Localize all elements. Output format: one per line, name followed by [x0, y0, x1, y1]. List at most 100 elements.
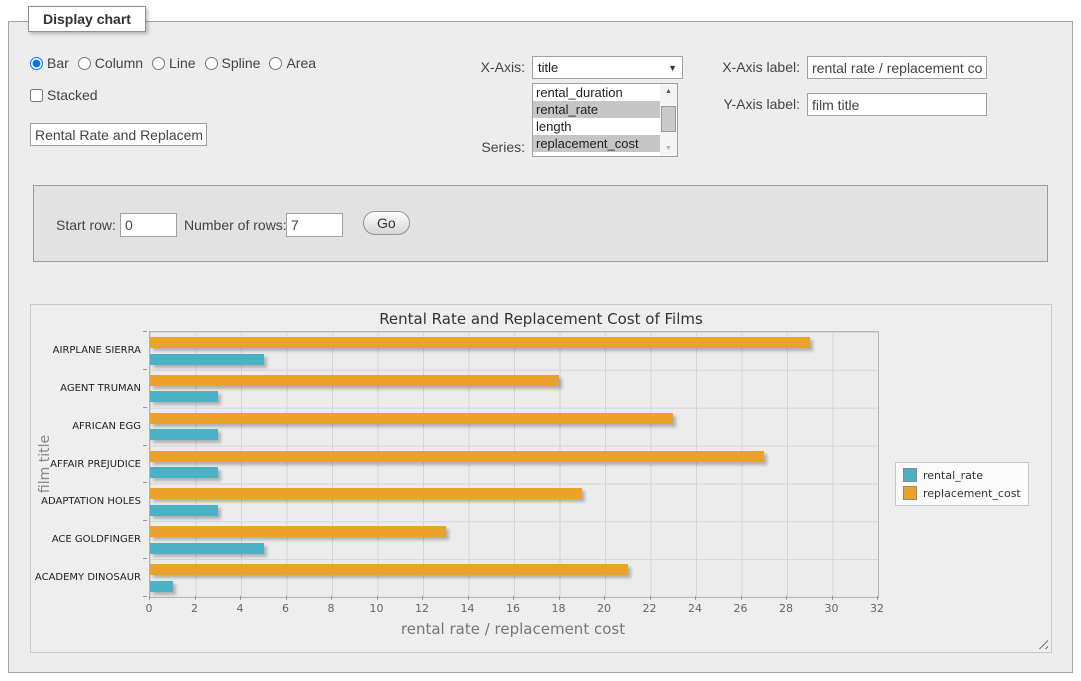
- x-axis-tick-label: 20: [589, 602, 619, 615]
- scroll-down-icon[interactable]: ▼: [660, 141, 677, 156]
- x-tick-mark: [331, 596, 332, 600]
- x-axis-select[interactable]: title ▼: [532, 56, 683, 79]
- legend-label: rental_rate: [923, 469, 983, 482]
- x-tick-mark: [604, 596, 605, 600]
- y-axis-category-label: ACADEMY DINOSAUR: [31, 571, 141, 585]
- replacement_cost-bar: [150, 564, 628, 575]
- rental_rate-bar: [150, 429, 218, 440]
- radio-area-input[interactable]: [269, 57, 282, 70]
- x-tick-mark: [877, 596, 878, 600]
- y-axis-title: film title: [37, 424, 53, 504]
- x-axis-selected-value: title: [538, 60, 558, 75]
- x-tick-mark: [195, 596, 196, 600]
- x-axis-tick-label: 2: [180, 602, 210, 615]
- x-axis-tick-label: 28: [771, 602, 801, 615]
- rental_rate-bar: [150, 543, 264, 554]
- x-axis-select-label: X-Axis:: [430, 59, 525, 75]
- x-axis-label-field-label: X-Axis label:: [700, 59, 800, 75]
- legend-swatch: [903, 468, 917, 482]
- radio-line: Line: [152, 55, 195, 71]
- x-axis-tick-label: 26: [726, 602, 756, 615]
- chart-title-input[interactable]: [30, 123, 207, 146]
- series-option-rental_duration[interactable]: rental_duration: [533, 84, 663, 101]
- x-axis-tick-label: 14: [453, 602, 483, 615]
- radio-column-input[interactable]: [78, 57, 91, 70]
- x-axis-tick-label: 18: [544, 602, 574, 615]
- x-tick-mark: [468, 596, 469, 600]
- legend-swatch: [903, 486, 917, 500]
- y-tick-mark: [143, 520, 147, 521]
- y-tick-mark: [143, 558, 147, 559]
- series-option-length[interactable]: length: [533, 118, 663, 135]
- x-axis-tick-label: 0: [134, 602, 164, 615]
- rental_rate-bar: [150, 467, 218, 478]
- x-axis-tick-label: 8: [316, 602, 346, 615]
- start-row-label: Start row:: [56, 217, 116, 233]
- go-button[interactable]: Go: [363, 211, 410, 235]
- series-options: rental_durationrental_ratelengthreplacem…: [533, 84, 677, 152]
- y-tick-mark: [143, 407, 147, 408]
- x-tick-mark: [786, 596, 787, 600]
- chevron-down-icon: ▼: [668, 63, 677, 73]
- chart-type-radio-group: Bar Column Line Spline Area: [30, 55, 325, 71]
- x-tick-mark: [741, 596, 742, 600]
- series-list-label: Series:: [430, 139, 525, 155]
- x-tick-mark: [559, 596, 560, 600]
- x-tick-mark: [695, 596, 696, 600]
- radio-area: Area: [269, 55, 316, 71]
- replacement_cost-bar: [150, 337, 810, 348]
- y-tick-mark: [143, 596, 147, 597]
- x-axis-tick-label: 32: [862, 602, 892, 615]
- chart-title: Rental Rate and Replacement Cost of Film…: [31, 310, 1051, 328]
- radio-line-input[interactable]: [152, 57, 165, 70]
- x-tick-mark: [832, 596, 833, 600]
- rental_rate-bar: [150, 391, 218, 402]
- rental_rate-bar: [150, 505, 218, 516]
- x-axis-tick-label: 4: [225, 602, 255, 615]
- radio-column: Column: [78, 55, 143, 71]
- radio-spline-input[interactable]: [205, 57, 218, 70]
- y-axis-category-label: AGENT TRUMAN: [31, 382, 141, 396]
- replacement_cost-bar: [150, 375, 559, 386]
- y-axis-label-input[interactable]: [807, 93, 987, 116]
- fieldset-legend: Display chart: [28, 6, 146, 32]
- chart-container: Rental Rate and Replacement Cost of Film…: [30, 304, 1052, 653]
- series-option-replacement_cost[interactable]: replacement_cost: [533, 135, 663, 152]
- x-axis-tick-label: 22: [635, 602, 665, 615]
- series-list-scrollbar[interactable]: ▲ ▼: [660, 84, 677, 156]
- number-of-rows-label: Number of rows:: [184, 217, 287, 233]
- radio-bar: Bar: [30, 55, 69, 71]
- stacked-row: Stacked: [30, 87, 98, 103]
- stacked-checkbox[interactable]: [30, 89, 43, 102]
- x-axis-tick-label: 10: [362, 602, 392, 615]
- x-axis-tick-label: 24: [680, 602, 710, 615]
- scrollbar-thumb[interactable]: [661, 106, 676, 132]
- radio-spline-label: Spline: [222, 55, 261, 71]
- x-tick-mark: [240, 596, 241, 600]
- y-tick-mark: [143, 369, 147, 370]
- resize-handle-icon[interactable]: [1035, 636, 1048, 649]
- x-tick-mark: [377, 596, 378, 600]
- x-axis-label-input[interactable]: [807, 56, 987, 79]
- y-tick-mark: [143, 445, 147, 446]
- replacement_cost-bar: [150, 526, 446, 537]
- x-axis-title: rental rate / replacement cost: [149, 620, 877, 638]
- x-tick-mark: [149, 596, 150, 600]
- rows-panel: Start row: Number of rows: Go: [33, 185, 1048, 262]
- y-tick-mark: [143, 331, 147, 332]
- start-row-input[interactable]: [120, 213, 177, 237]
- radio-bar-input[interactable]: [30, 57, 43, 70]
- x-tick-mark: [650, 596, 651, 600]
- y-axis-category-label: AIRPLANE SIERRA: [31, 344, 141, 358]
- y-tick-mark: [143, 482, 147, 483]
- x-tick-mark: [513, 596, 514, 600]
- series-listbox[interactable]: rental_durationrental_ratelengthreplacem…: [532, 83, 678, 157]
- x-tick-mark: [422, 596, 423, 600]
- series-option-rental_rate[interactable]: rental_rate: [533, 101, 663, 118]
- radio-spline: Spline: [205, 55, 261, 71]
- scroll-up-icon[interactable]: ▲: [660, 84, 677, 99]
- number-of-rows-input[interactable]: [286, 213, 343, 237]
- x-axis-tick-label: 6: [271, 602, 301, 615]
- legend-entry-rental_rate: rental_rate: [901, 466, 1023, 484]
- y-axis-label-field-label: Y-Axis label:: [700, 96, 800, 112]
